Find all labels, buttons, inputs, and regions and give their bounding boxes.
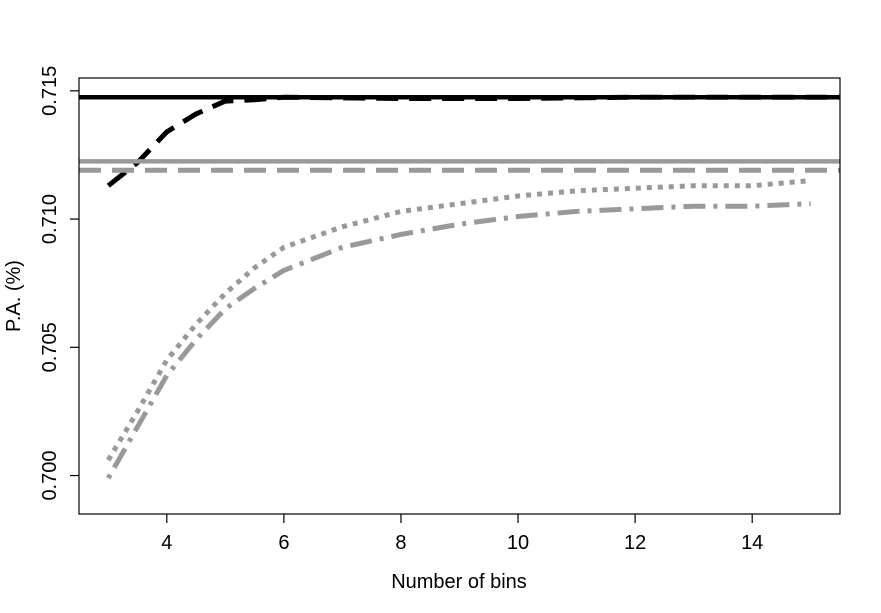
y-tick-label: 0.715: [39, 66, 61, 116]
x-tick-label: 12: [624, 532, 646, 554]
y-axis-label: P.A. (%): [3, 260, 25, 332]
series-line-2-dashed: [106, 94, 840, 188]
y-axis: 0.700 0.705 0.710 0.715: [39, 66, 79, 501]
x-tick-label: 4: [161, 532, 172, 554]
y-tick-label: 0.710: [39, 194, 61, 244]
x-tick-label: 6: [278, 532, 289, 554]
x-tick-label: 8: [395, 532, 406, 554]
plot-frame: [78, 77, 841, 515]
y-tick-label: 0.705: [39, 322, 61, 372]
x-axis: 4 6 8 10 12 14: [161, 514, 763, 554]
x-axis-label: Number of bins: [391, 571, 527, 593]
series-line-6-dotdash: [106, 201, 811, 480]
y-tick-label: 0.700: [39, 450, 61, 500]
series-layer: [79, 94, 840, 480]
x-tick-label: 14: [741, 532, 763, 554]
x-tick-label: 10: [507, 532, 529, 554]
